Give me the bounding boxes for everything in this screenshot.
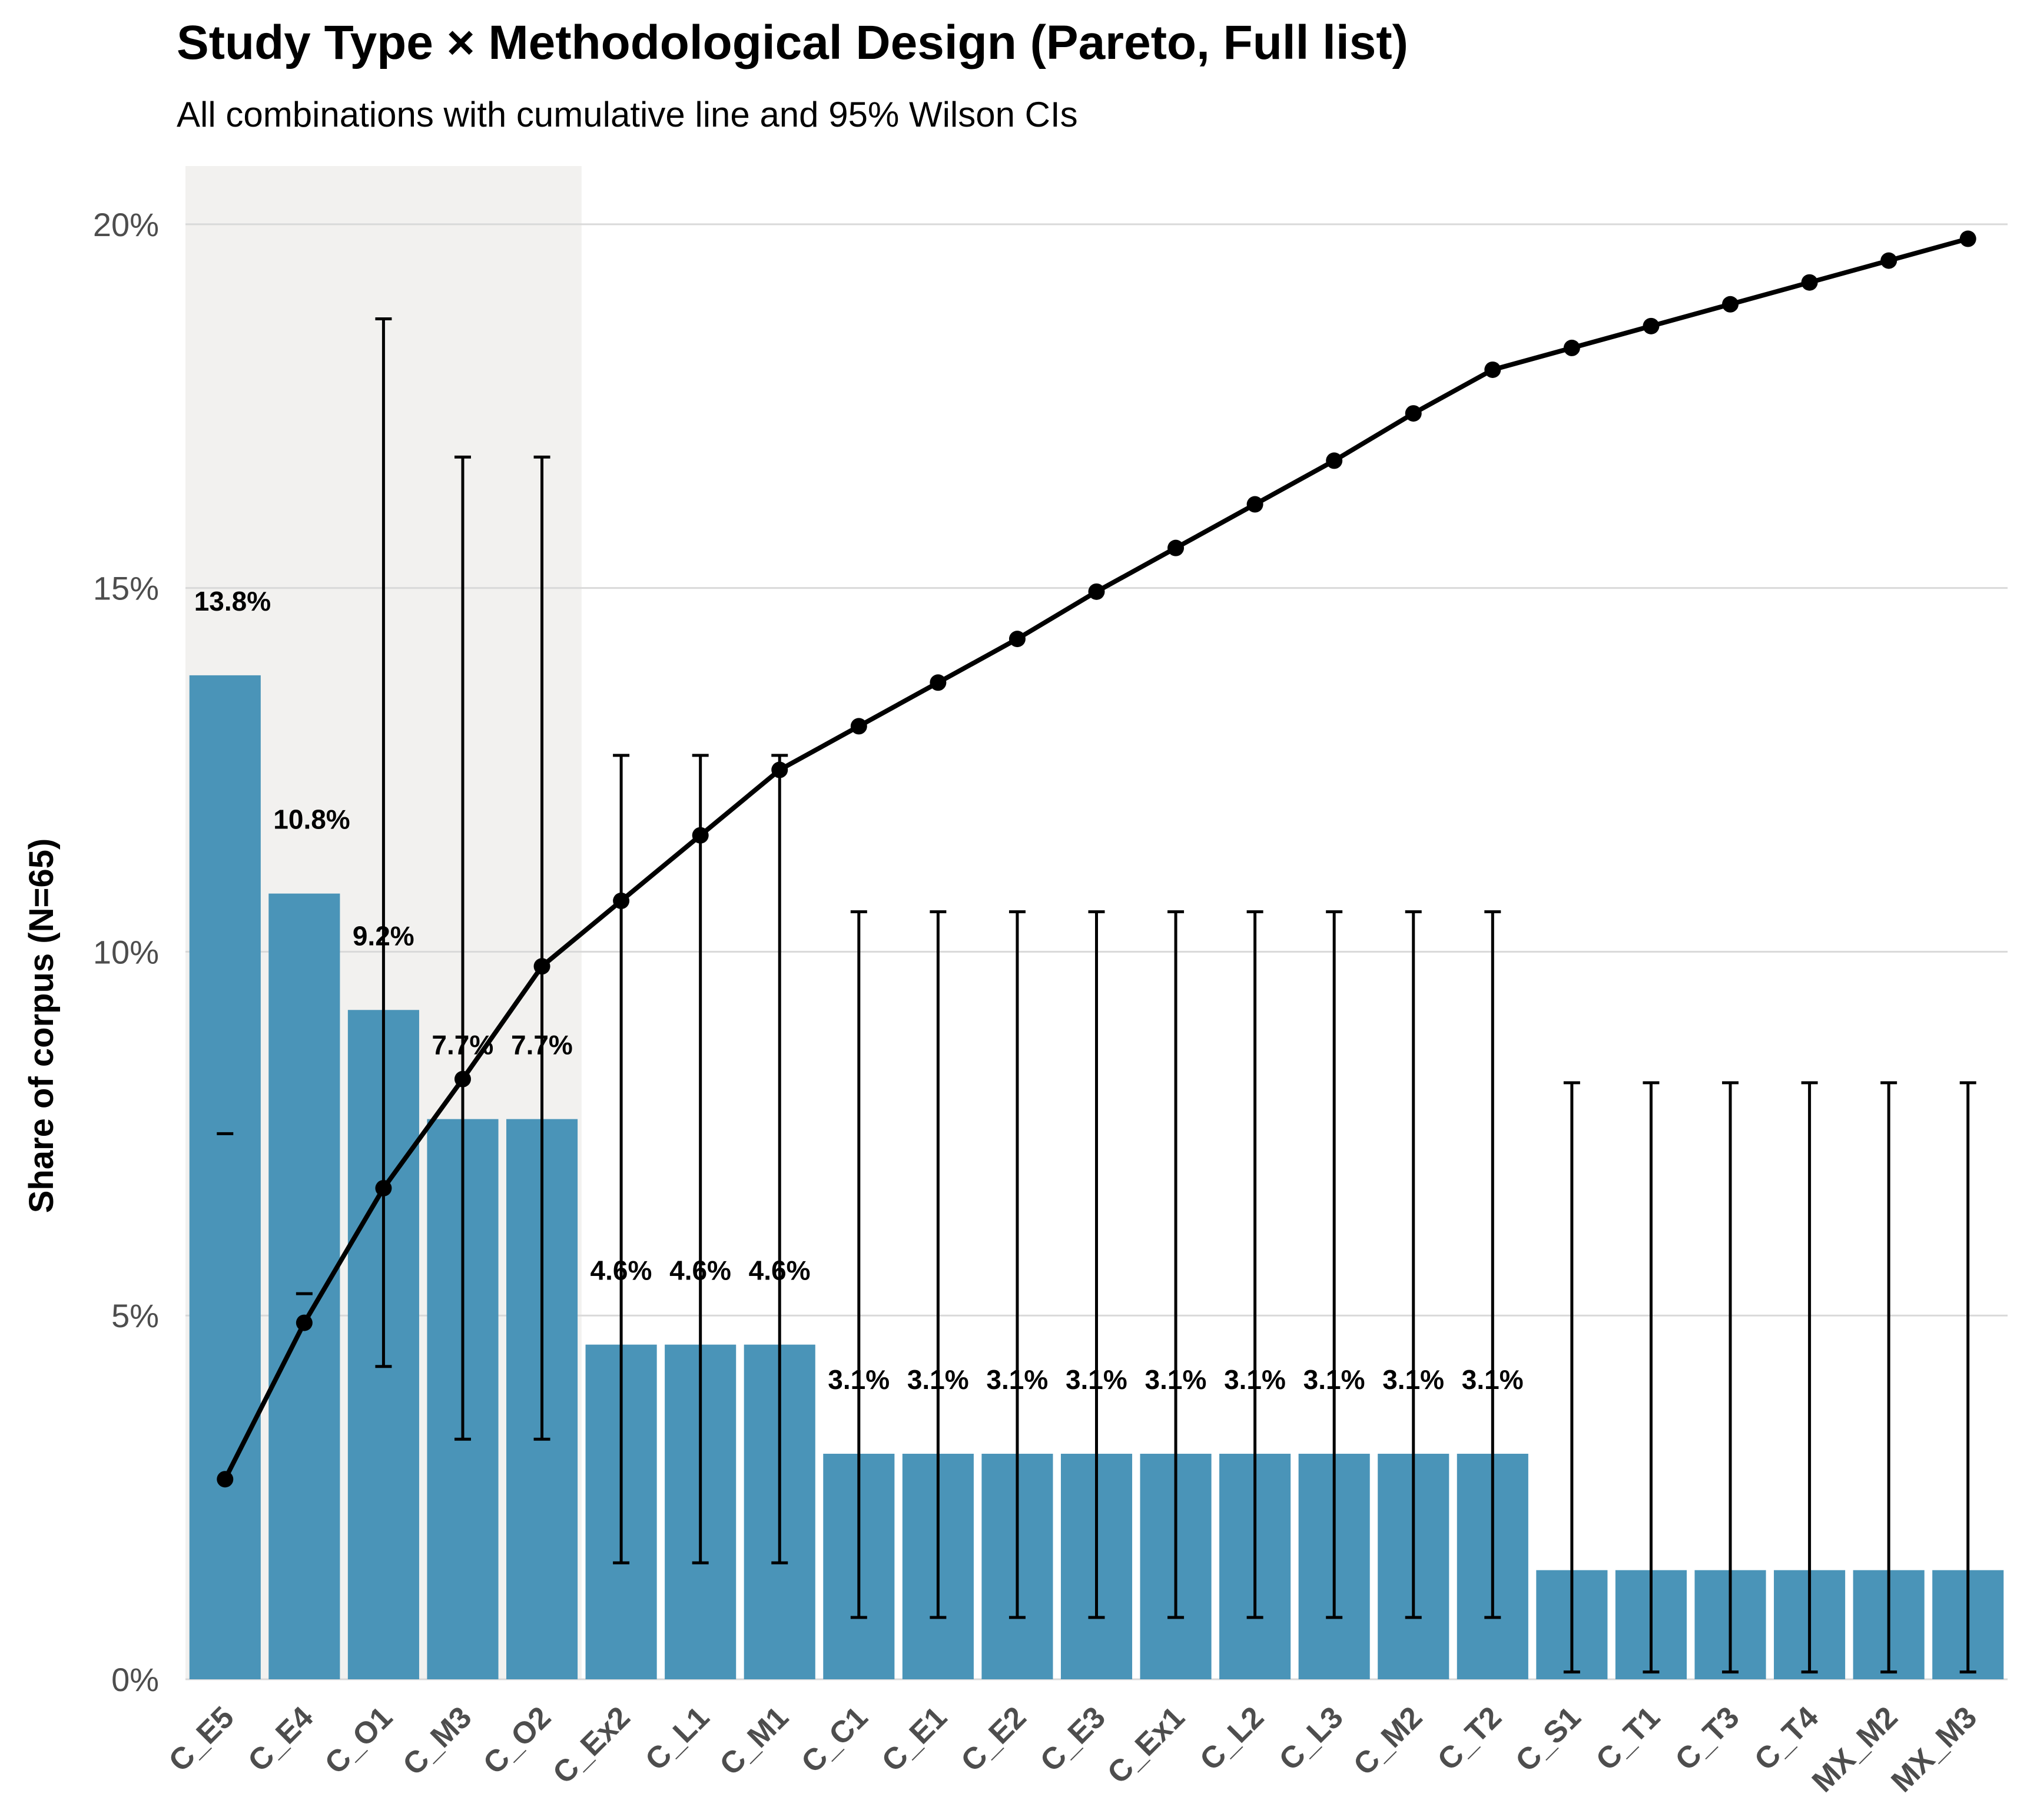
data-labels: 13.8% 10.8% 9.2% 7.7% 7.7% 4.6% 4.6% 4.6% 3.1% 3.… <box>194 586 1524 1395</box>
data-label: 3.1% <box>1462 1364 1524 1395</box>
bar <box>268 893 340 1679</box>
cumulative-point <box>1246 496 1263 513</box>
cumulative-point <box>613 892 630 909</box>
cumulative-line <box>217 230 1976 1488</box>
data-label: 3.1% <box>1066 1364 1127 1395</box>
chart-subtitle: All combinations with cumulative line an… <box>177 95 1078 134</box>
cumulative-point <box>692 827 709 844</box>
data-label: 3.1% <box>1145 1364 1207 1395</box>
cumulative-point <box>1326 452 1343 469</box>
data-label: 4.6% <box>749 1255 811 1286</box>
cumulative-point <box>1088 583 1105 600</box>
cumulative-point <box>850 718 867 735</box>
cumulative-point <box>1167 539 1185 556</box>
data-label: 3.1% <box>907 1364 969 1395</box>
data-label: 13.8% <box>194 586 271 616</box>
y-axis-ticks: 0% 5% 10% 15% 20% <box>93 206 159 1698</box>
data-label: 3.1% <box>986 1364 1048 1395</box>
y-tick-label: 5% <box>111 1297 159 1334</box>
chart-title: Study Type × Methodological Design (Pare… <box>177 16 1408 69</box>
cumulative-point <box>217 1471 234 1488</box>
bar <box>189 675 261 1679</box>
y-tick-label: 0% <box>111 1661 159 1698</box>
data-label: 3.1% <box>828 1364 890 1395</box>
cumulative-point <box>1959 230 1976 247</box>
cumulative-point <box>1563 339 1580 356</box>
data-label: 3.1% <box>1224 1364 1286 1395</box>
y-axis-label: Share of corpus (N=65) <box>22 838 61 1214</box>
error-bars <box>217 317 1976 1674</box>
data-label: 7.7% <box>511 1030 573 1060</box>
cumulative-point <box>1484 361 1501 378</box>
data-label: 4.6% <box>669 1255 731 1286</box>
data-label: 3.1% <box>1303 1364 1365 1395</box>
cumulative-point <box>1880 252 1897 269</box>
data-label: 7.7% <box>432 1030 493 1060</box>
data-label: 10.8% <box>273 804 350 835</box>
cumulative-point <box>930 674 947 691</box>
y-tick-label: 20% <box>93 206 159 243</box>
cumulative-point <box>375 1179 392 1196</box>
cumulative-point <box>1643 317 1660 334</box>
cumulative-point <box>296 1314 313 1331</box>
data-label: 4.6% <box>590 1255 652 1286</box>
cumulative-point <box>1405 405 1422 422</box>
cumulative-point <box>1801 274 1818 291</box>
cumulative-point <box>454 1070 471 1088</box>
cumulative-point <box>533 958 550 975</box>
y-tick-label: 10% <box>93 933 159 970</box>
y-tick-label: 15% <box>93 570 159 607</box>
data-label: 3.1% <box>1382 1364 1444 1395</box>
cumulative-point <box>1722 296 1739 313</box>
data-label: 9.2% <box>353 920 414 951</box>
cumulative-point <box>1008 631 1026 648</box>
cumulative-point <box>771 761 788 778</box>
